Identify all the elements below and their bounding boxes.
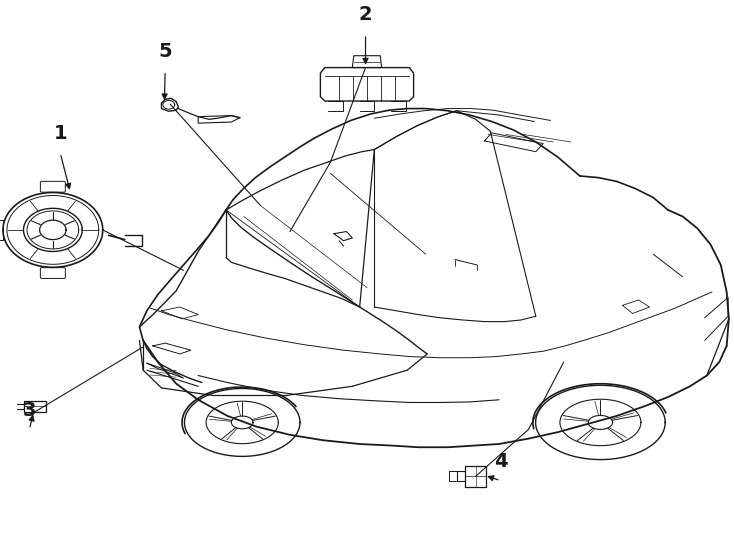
FancyBboxPatch shape — [40, 181, 65, 192]
Text: 5: 5 — [159, 42, 172, 61]
FancyBboxPatch shape — [40, 268, 65, 279]
Text: 2: 2 — [359, 5, 372, 24]
Text: 4: 4 — [494, 452, 507, 471]
Text: 3: 3 — [23, 401, 36, 420]
Text: 1: 1 — [54, 124, 67, 143]
